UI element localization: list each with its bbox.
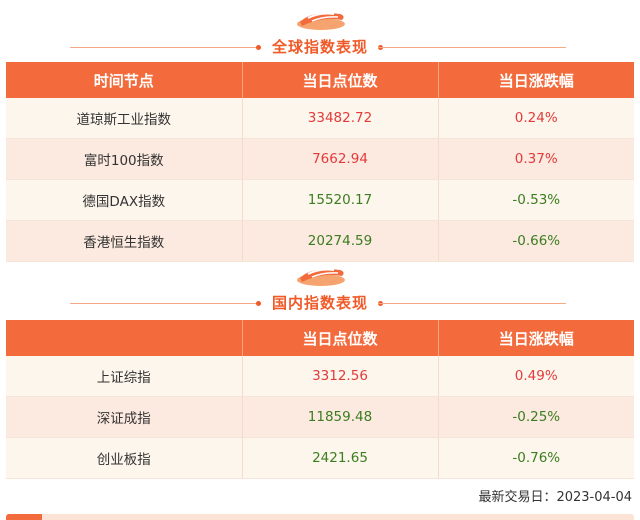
index-name: 德国DAX指数 (6, 179, 243, 221)
index-points: 2421.65 (242, 437, 439, 479)
column-header-name (6, 320, 243, 356)
index-points: 20274.59 (242, 220, 439, 262)
domestic-section-header: 国内指数表现 (0, 262, 640, 322)
bottom-bar-accent (6, 514, 42, 520)
index-name: 上证综指 (6, 356, 243, 397)
table-row: 深证成指 11859.48 -0.25% (6, 396, 634, 438)
global-index-table: 时间节点 当日点位数 当日涨跌幅 道琼斯工业指数 33482.72 0.24% … (6, 62, 634, 262)
index-change: 0.49% (438, 356, 634, 397)
title-divider-right (378, 47, 566, 48)
column-header-points: 当日点位数 (242, 320, 439, 356)
table-row: 道琼斯工业指数 33482.72 0.24% (6, 98, 634, 139)
title-divider-left (70, 47, 258, 48)
index-points: 11859.48 (242, 396, 439, 438)
index-points: 33482.72 (242, 98, 439, 139)
title-divider-left (70, 303, 258, 304)
table-row: 德国DAX指数 15520.17 -0.53% (6, 179, 634, 221)
title-dot-left (256, 301, 261, 306)
index-change: -0.25% (438, 396, 634, 438)
index-change: 0.24% (438, 98, 634, 139)
index-name: 深证成指 (6, 396, 243, 438)
title-divider-right (378, 303, 566, 304)
index-change: -0.53% (438, 179, 634, 221)
index-points: 7662.94 (242, 138, 439, 180)
index-name: 道琼斯工业指数 (6, 98, 243, 139)
domestic-index-table: 当日点位数 当日涨跌幅 上证综指 3312.56 0.49% 深证成指 1185… (6, 320, 634, 479)
title-dot-left (256, 45, 261, 50)
index-change: -0.66% (438, 220, 634, 262)
table-header-row: 当日点位数 当日涨跌幅 (6, 320, 634, 356)
last-trade-date: 最新交易日：2023-04-04 (478, 490, 632, 505)
sushi-logo-icon (297, 12, 345, 30)
table-row: 上证综指 3312.56 0.49% (6, 356, 634, 397)
table-row: 香港恒生指数 20274.59 -0.66% (6, 220, 634, 262)
table-header-row: 时间节点 当日点位数 当日涨跌幅 (6, 62, 634, 98)
column-header-time: 时间节点 (6, 62, 243, 98)
column-header-change: 当日涨跌幅 (438, 320, 634, 356)
index-name: 香港恒生指数 (6, 220, 243, 262)
index-name: 创业板指 (6, 437, 243, 479)
global-section-header: 全球指数表现 (0, 6, 640, 66)
index-points: 3312.56 (242, 356, 439, 397)
table-row: 富时100指数 7662.94 0.37% (6, 138, 634, 180)
index-change: 0.37% (438, 138, 634, 180)
column-header-change: 当日涨跌幅 (438, 62, 634, 98)
index-points: 15520.17 (242, 179, 439, 221)
bottom-section-bar (6, 514, 634, 520)
sushi-logo-icon (297, 268, 345, 286)
table-row: 创业板指 2421.65 -0.76% (6, 437, 634, 479)
global-section-title: 全球指数表现 (271, 38, 368, 56)
index-change: -0.76% (438, 437, 634, 479)
column-header-points: 当日点位数 (242, 62, 439, 98)
index-name: 富时100指数 (6, 138, 243, 180)
domestic-section-title: 国内指数表现 (271, 294, 368, 312)
